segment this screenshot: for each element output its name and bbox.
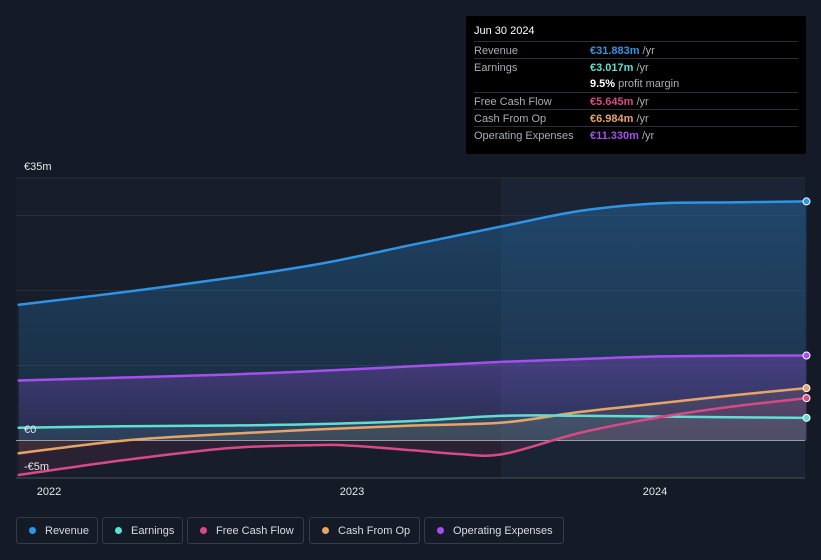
x-tick-2024: 2024 xyxy=(643,486,667,498)
operating-expenses-area xyxy=(18,355,807,441)
cash-from-op-area xyxy=(18,388,807,454)
tooltip-label: Operating Expenses xyxy=(474,130,574,142)
operating-expenses-line xyxy=(17,354,808,382)
tooltip-row-margin: 9.5% profit margin xyxy=(474,75,798,92)
legend-item-cash-from-op[interactable]: Cash From Op xyxy=(309,517,420,544)
tooltip-value: €6.984m/yr xyxy=(590,113,649,125)
legend-label: Revenue xyxy=(45,524,90,537)
tooltip-value: €31.883m/yr xyxy=(590,45,655,57)
legend-label: Cash From Op xyxy=(338,524,411,537)
y-axis-zero-label: €0 xyxy=(24,424,36,436)
legend-label: Operating Expenses xyxy=(453,524,553,537)
operating-expenses-dot-icon xyxy=(437,527,444,534)
tooltip-value: €3.017m/yr xyxy=(590,62,649,74)
legend-label: Free Cash Flow xyxy=(216,524,294,537)
cash-from-op-end-marker xyxy=(802,384,811,393)
cash-from-op-dot-icon xyxy=(322,527,329,534)
tooltip-row-operating-expenses: Operating Expenses €11.330m/yr xyxy=(474,126,798,144)
tooltip-label: Earnings xyxy=(474,62,518,74)
tooltip: Jun 30 2024 Revenue €31.883m/yr Earnings… xyxy=(466,16,806,154)
earnings-end-marker xyxy=(802,413,811,422)
revenue-line xyxy=(17,200,808,307)
y-axis-bottom-label: -€5m xyxy=(24,461,49,473)
x-tick-2022: 2022 xyxy=(37,486,61,498)
x-tick-2023: 2023 xyxy=(340,486,364,498)
tooltip-label: Free Cash Flow xyxy=(474,96,552,108)
free-cash-flow-line xyxy=(17,396,808,477)
free-cash-flow-dot-icon xyxy=(200,527,207,534)
tooltip-row-earnings: Earnings €3.017m/yr xyxy=(474,58,798,76)
free-cash-flow-area xyxy=(18,398,807,475)
earnings-dot-icon xyxy=(115,527,122,534)
revenue-end-marker xyxy=(802,197,811,206)
legend-item-earnings[interactable]: Earnings xyxy=(102,517,183,544)
y-axis-top-label: €35m xyxy=(24,161,52,173)
operating-expenses-end-marker xyxy=(802,351,811,360)
legend-item-revenue[interactable]: Revenue xyxy=(16,517,98,544)
legend-item-free-cash-flow[interactable]: Free Cash Flow xyxy=(187,517,304,544)
legend-item-operating-expenses[interactable]: Operating Expenses xyxy=(424,517,564,544)
tooltip-row-free-cash-flow: Free Cash Flow €5.645m/yr xyxy=(474,92,798,110)
chart: €35m €0 -€5m 2022 2023 2024 xyxy=(16,161,811,498)
earnings-line xyxy=(17,414,808,430)
cash-from-op-line xyxy=(17,386,808,455)
free-cash-flow-end-marker xyxy=(802,394,811,403)
legend-label: Earnings xyxy=(131,524,175,537)
tooltip-label: Revenue xyxy=(474,45,519,57)
tooltip-value: €5.645m/yr xyxy=(590,96,649,108)
tooltip-value: €11.330m/yr xyxy=(590,130,655,142)
tooltip-row-revenue: Revenue €31.883m/yr xyxy=(474,41,798,59)
tooltip-date: Jun 30 2024 xyxy=(474,25,535,37)
tooltip-row-cash-from-op: Cash From Op €6.984m/yr xyxy=(474,109,798,127)
tooltip-label: Cash From Op xyxy=(474,113,547,125)
tooltip-value: 9.5% profit margin xyxy=(590,78,680,90)
revenue-dot-icon xyxy=(29,527,36,534)
